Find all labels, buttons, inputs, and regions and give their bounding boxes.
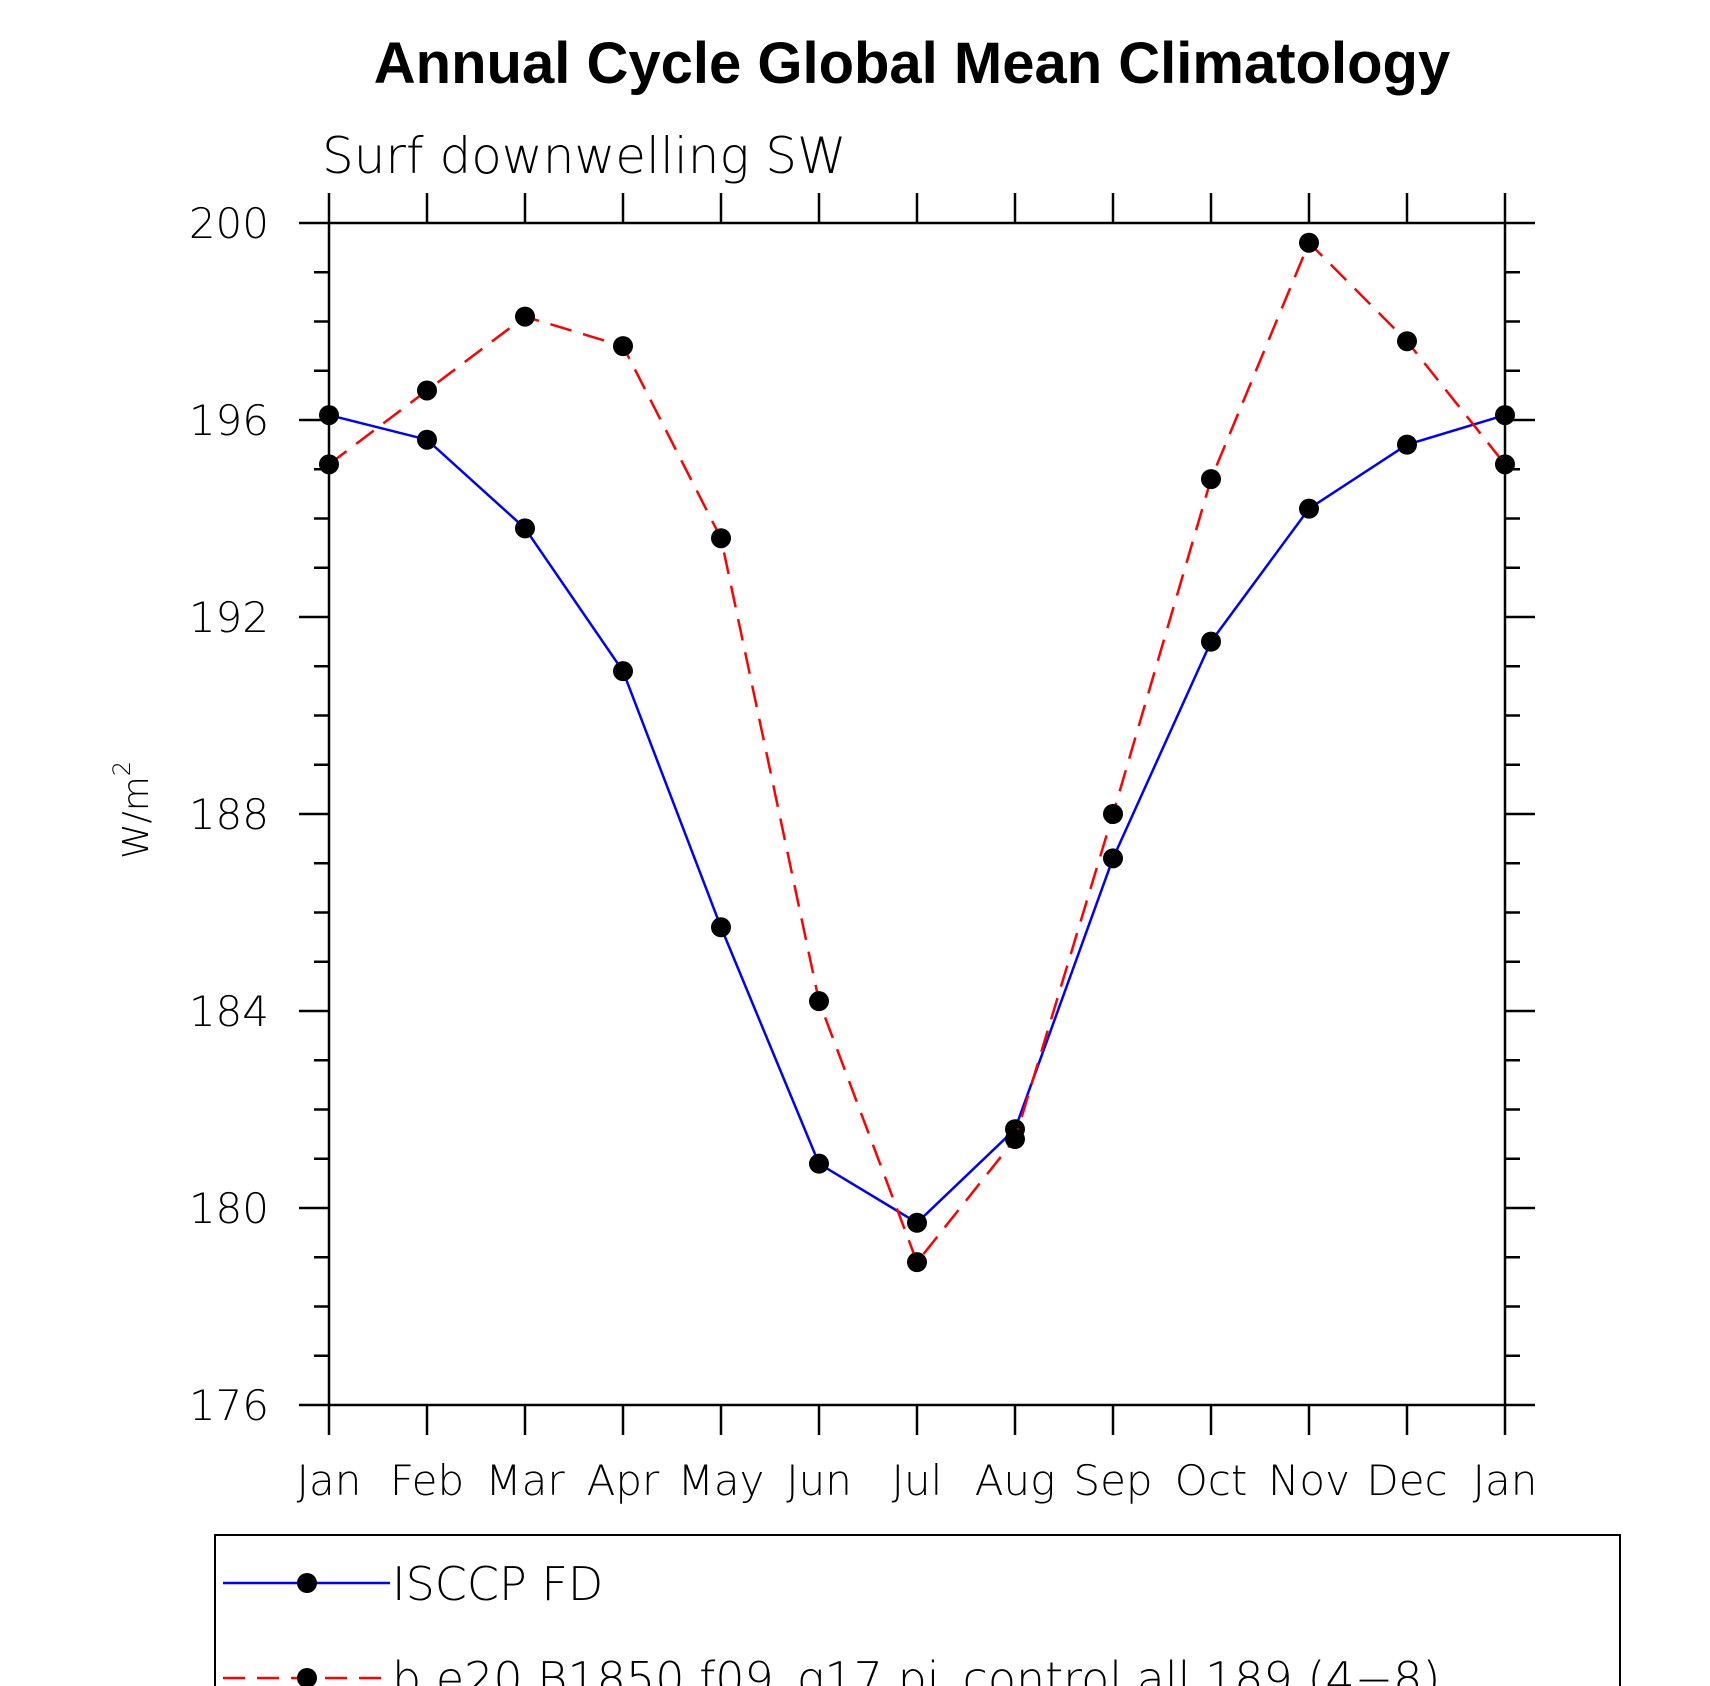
legend-item: b.e20.B1850.f09_g17.pi_control.all.189 (… xyxy=(223,1652,1440,1686)
series-point xyxy=(417,380,437,401)
series-point xyxy=(1299,498,1319,519)
series-line xyxy=(328,413,1506,1225)
x-tick-label: Dec xyxy=(1366,1456,1447,1505)
x-tick-label: Aug xyxy=(975,1456,1056,1505)
y-axis-label-unit: W/m xyxy=(116,776,157,859)
x-tick-label: Jul xyxy=(892,1456,943,1505)
chart-title: Annual Cycle Global Mean Climatology xyxy=(374,31,1450,96)
legend-box xyxy=(214,1534,1621,1686)
legend-label: ISCCP FD xyxy=(392,1557,603,1611)
series-point xyxy=(907,1212,927,1233)
x-tick-label: May xyxy=(678,1456,765,1505)
x-tick-label: Jun xyxy=(786,1456,852,1505)
x-tick-label: Oct xyxy=(1175,1456,1248,1505)
chart-subtitle: Surf downwelling SW xyxy=(322,127,847,185)
x-tick-label: Nov xyxy=(1268,1456,1350,1505)
y-tick-label: 180 xyxy=(189,1184,269,1233)
legend-marker xyxy=(297,1668,317,1686)
series-point xyxy=(1397,434,1417,455)
series-point xyxy=(613,336,633,357)
series-point xyxy=(809,1153,829,1174)
series-point xyxy=(417,429,437,450)
series-point xyxy=(907,1252,927,1273)
series-point xyxy=(1103,848,1123,869)
series-point xyxy=(1005,1129,1025,1150)
series-point xyxy=(515,306,535,327)
legend-label: b.e20.B1850.f09_g17.pi_control.all.189 (… xyxy=(392,1652,1440,1686)
y-axis-label-exponent: 2 xyxy=(108,761,136,776)
series-point xyxy=(319,454,339,475)
x-tick-label: Sep xyxy=(1073,1456,1152,1505)
series-point xyxy=(711,917,731,938)
x-tick-label: Jan xyxy=(1473,1456,1538,1505)
axes-layer: Jan Feb Mar Apr May Jun Jul Aug Sep Oct Nov Dec Jan 1… xyxy=(189,193,1538,1505)
series-point xyxy=(809,991,829,1012)
x-tick-label: Jan xyxy=(297,1456,362,1505)
x-tick-label: Mar xyxy=(485,1456,565,1505)
series-2 xyxy=(319,232,1515,1273)
series-1 xyxy=(319,405,1515,1233)
x-tick-label: Feb xyxy=(390,1456,464,1505)
series-point xyxy=(711,528,731,549)
series-point xyxy=(1299,232,1319,253)
x-tick-label: Apr xyxy=(587,1456,660,1505)
legend: ISCCP FD b.e20.B1850.f09_g17.pi_control.a… xyxy=(214,1534,1621,1686)
legend-marker xyxy=(297,1573,317,1593)
y-tick-label: 184 xyxy=(189,987,269,1036)
legend-item: ISCCP FD xyxy=(223,1557,603,1611)
series-point xyxy=(319,405,339,426)
y-tick-label: 196 xyxy=(189,396,269,445)
y-tick-label: 188 xyxy=(189,790,269,839)
series-point xyxy=(1397,331,1417,352)
series-point xyxy=(1201,631,1221,652)
series-point xyxy=(1495,454,1515,475)
series-point xyxy=(613,661,633,682)
series-point xyxy=(1495,405,1515,426)
series-point xyxy=(1201,469,1221,490)
series-point xyxy=(515,518,535,539)
svg-text:W/m2: W/m2 xyxy=(108,761,157,859)
y-tick-label: 200 xyxy=(189,199,269,248)
y-tick-label: 176 xyxy=(189,1381,269,1430)
y-tick-label: 192 xyxy=(189,593,269,642)
series-line xyxy=(328,240,1506,1265)
series-point xyxy=(1103,804,1123,824)
series-layer xyxy=(319,232,1515,1273)
y-axis-label: W/m2 xyxy=(108,761,157,859)
